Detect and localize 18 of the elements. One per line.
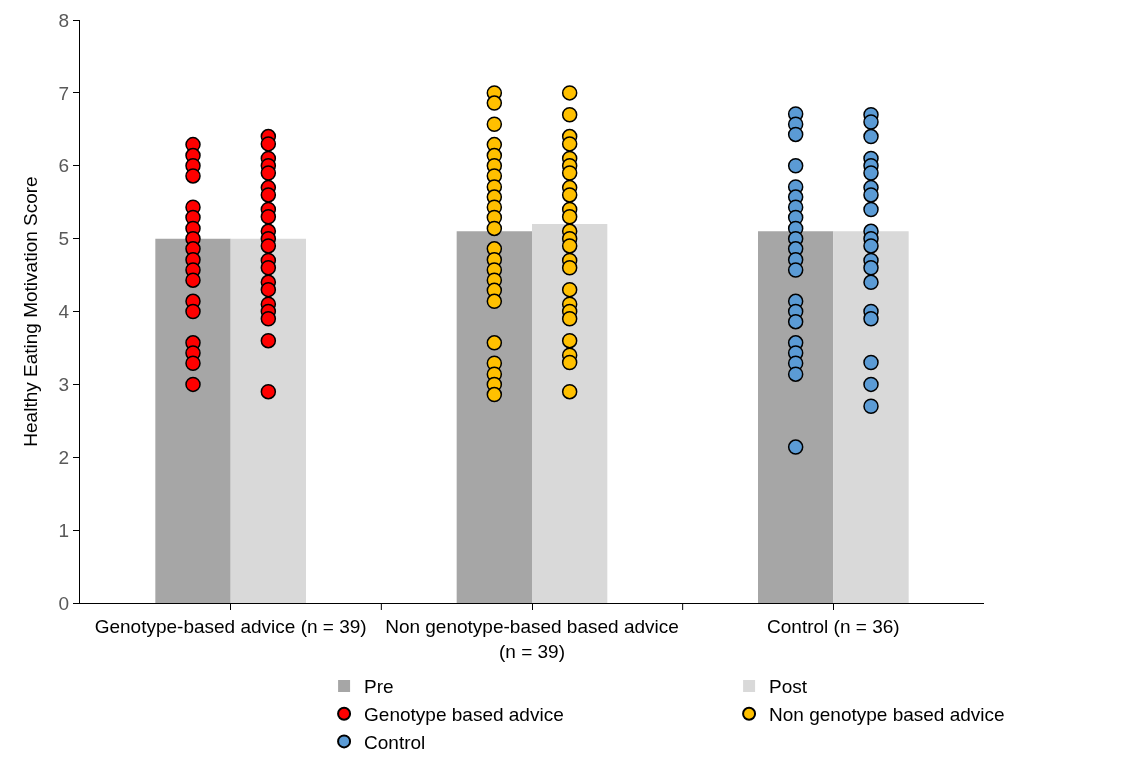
y-tick-label: 3 — [58, 374, 70, 396]
y-tick-label: 4 — [58, 301, 70, 323]
y-tick-label: 8 — [58, 9, 70, 31]
y-tick-label: 1 — [58, 519, 70, 541]
legend-label: Genotype based advice — [364, 704, 564, 726]
y-tick-label: 6 — [58, 155, 70, 177]
x-tick-label: Genotype-based advice (n = 39) — [94, 615, 367, 637]
legend-label: Post — [769, 676, 808, 698]
legend-label: Pre — [364, 676, 394, 698]
y-tick-label: 2 — [58, 446, 70, 468]
legend-label: Control — [364, 731, 426, 753]
x-tick-label: Control (n = 36) — [767, 615, 900, 637]
y-tick-label: 0 — [58, 592, 70, 614]
x-tick-label: Non genotype-based based advice (n = 39) — [385, 615, 679, 662]
legend-label: Non genotype based advice — [769, 704, 1005, 726]
y-tick-label: 7 — [58, 82, 70, 104]
y-tick-label: 5 — [58, 228, 70, 250]
y-axis-title: Healthy Eating Motivation Score — [20, 176, 42, 447]
